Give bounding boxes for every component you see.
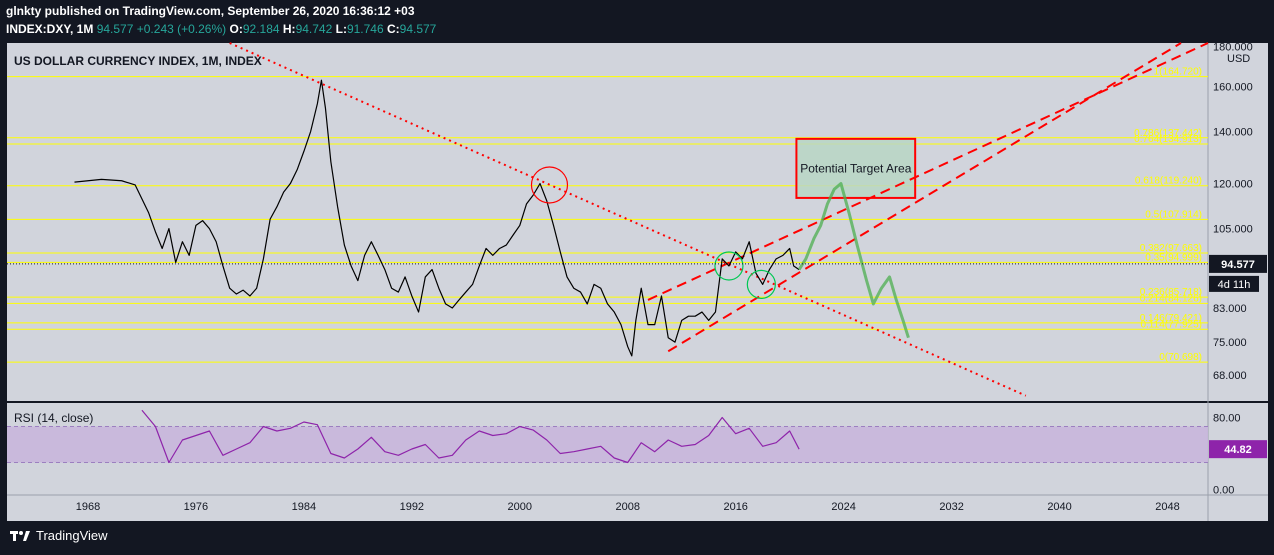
fib-level-label: 0.382(97.663) — [1140, 243, 1202, 254]
fib-level-label: 0.764(134.913) — [1134, 134, 1202, 145]
close-label: C: — [386, 22, 400, 36]
rsi-tick-label: 80.00 — [1213, 413, 1241, 425]
chart-title: US DOLLAR CURRENCY INDEX, 1M, INDEX — [14, 54, 262, 68]
countdown-label: 4d 11h — [1218, 279, 1251, 291]
target-area-label: Potential Target Area — [800, 161, 912, 175]
time-tick-label: 2000 — [508, 501, 532, 513]
trendline-dashed — [667, 42, 1182, 353]
price-tick-label: 68.000 — [1213, 370, 1247, 382]
highlight-circle-red — [530, 166, 569, 204]
rsi-series[interactable]: 44.82 — [7, 409, 1267, 464]
low-label: L: — [335, 22, 347, 36]
fib-level-label: 0.146(79.421) — [1140, 313, 1202, 324]
highlight-circle-green — [714, 251, 744, 281]
dxy-price-line — [74, 79, 800, 357]
currency-label: USD — [1227, 53, 1250, 65]
time-tick-label: 1976 — [184, 501, 208, 513]
main-pane-bg — [7, 43, 1208, 401]
rsi-tick-label: 0.00 — [1213, 485, 1234, 497]
price-tick-label: 180.000 — [1213, 42, 1253, 54]
rsi-value-label: 44.82 — [1224, 444, 1252, 456]
time-tick-label: 1984 — [292, 501, 316, 513]
open-value: 92.184 — [242, 22, 280, 36]
open-label: O: — [229, 22, 243, 36]
rsi-title: RSI (14, close) — [14, 411, 93, 425]
fib-level-label: 0.786(137.442) — [1134, 128, 1202, 139]
time-tick-label: 2016 — [723, 501, 747, 513]
fib-level-label: 0(70.698) — [1159, 352, 1202, 363]
rsi-line — [141, 409, 800, 464]
price-tick-label: 75.000 — [1213, 337, 1247, 349]
highlight-circle-green — [746, 269, 776, 300]
fib-level-label: 0.114(77.925) — [1140, 319, 1202, 330]
rsi-band — [7, 426, 1208, 463]
price-tick-label: 160.000 — [1213, 81, 1253, 93]
price-tick-label: 120.000 — [1213, 179, 1253, 191]
highlight-circles[interactable] — [530, 166, 776, 300]
target-area-group[interactable]: Potential Target Area — [795, 137, 917, 199]
price-series[interactable] — [74, 79, 910, 357]
countdown-badge — [1209, 275, 1259, 292]
symbol-info: INDEX:DXY, 1M 94.577 +0.243 (+0.26%) O:9… — [6, 22, 436, 36]
time-tick-label: 2032 — [939, 501, 963, 513]
tradingview-logo-icon — [10, 530, 30, 541]
fib-retracement[interactable]: 1(164.720) 0.786(137.442)0.764(134.913) 0.… — [7, 67, 1208, 363]
time-tick-label: 1992 — [400, 501, 424, 513]
publish-info: glnkty published on TradingView.com, Sep… — [6, 4, 415, 18]
fib-level-label: 0.214(84.126) — [1140, 293, 1202, 304]
fib-level-label: 0.618(119.240) — [1135, 176, 1202, 187]
time-tick-label: 2040 — [1047, 501, 1071, 513]
fib-level-label: 0.35(94.999) — [1145, 252, 1202, 263]
price-change: +0.243 (+0.26%) — [136, 22, 227, 36]
time-tick-label: 2008 — [615, 501, 639, 513]
last-price-label: 94.577 — [1221, 259, 1255, 271]
brand-name: TradingView — [36, 528, 108, 543]
high-value: 94.742 — [295, 22, 333, 36]
time-tick-label: 2024 — [831, 501, 855, 513]
last-price: 94.577 — [96, 22, 134, 36]
price-tick-label: 140.000 — [1213, 127, 1253, 139]
price-tick-label: 105.000 — [1213, 224, 1253, 236]
last-price-badge — [1209, 254, 1267, 273]
time-tick-label: 2048 — [1155, 501, 1179, 513]
trendline-dotted — [229, 42, 1027, 397]
low-value: 91.746 — [346, 22, 384, 36]
rsi-value-badge — [1209, 440, 1267, 459]
footer-brand[interactable]: TradingView — [10, 528, 108, 543]
fib-level-label: 0.5(107.914) — [1145, 209, 1202, 220]
projection-line — [797, 182, 910, 339]
fib-level-label: 0.236(85.718) — [1140, 287, 1202, 298]
close-value: 94.577 — [399, 22, 437, 36]
symbol-label: INDEX:DXY, 1M — [6, 22, 94, 36]
time-tick-label: 1968 — [76, 501, 100, 513]
price-tick-label: 83.000 — [1213, 303, 1247, 315]
price-axis-labels: 94.577 4d 11h — [7, 254, 1267, 292]
target-area-box — [795, 137, 917, 199]
axis-ticks: 180.000 160.000 140.000 120.000 105.000 83.00… — [76, 42, 1253, 513]
fib-level-label: 1(164.720) — [1154, 67, 1202, 78]
time-axis-bg — [7, 495, 1268, 521]
high-label: H: — [282, 22, 296, 36]
